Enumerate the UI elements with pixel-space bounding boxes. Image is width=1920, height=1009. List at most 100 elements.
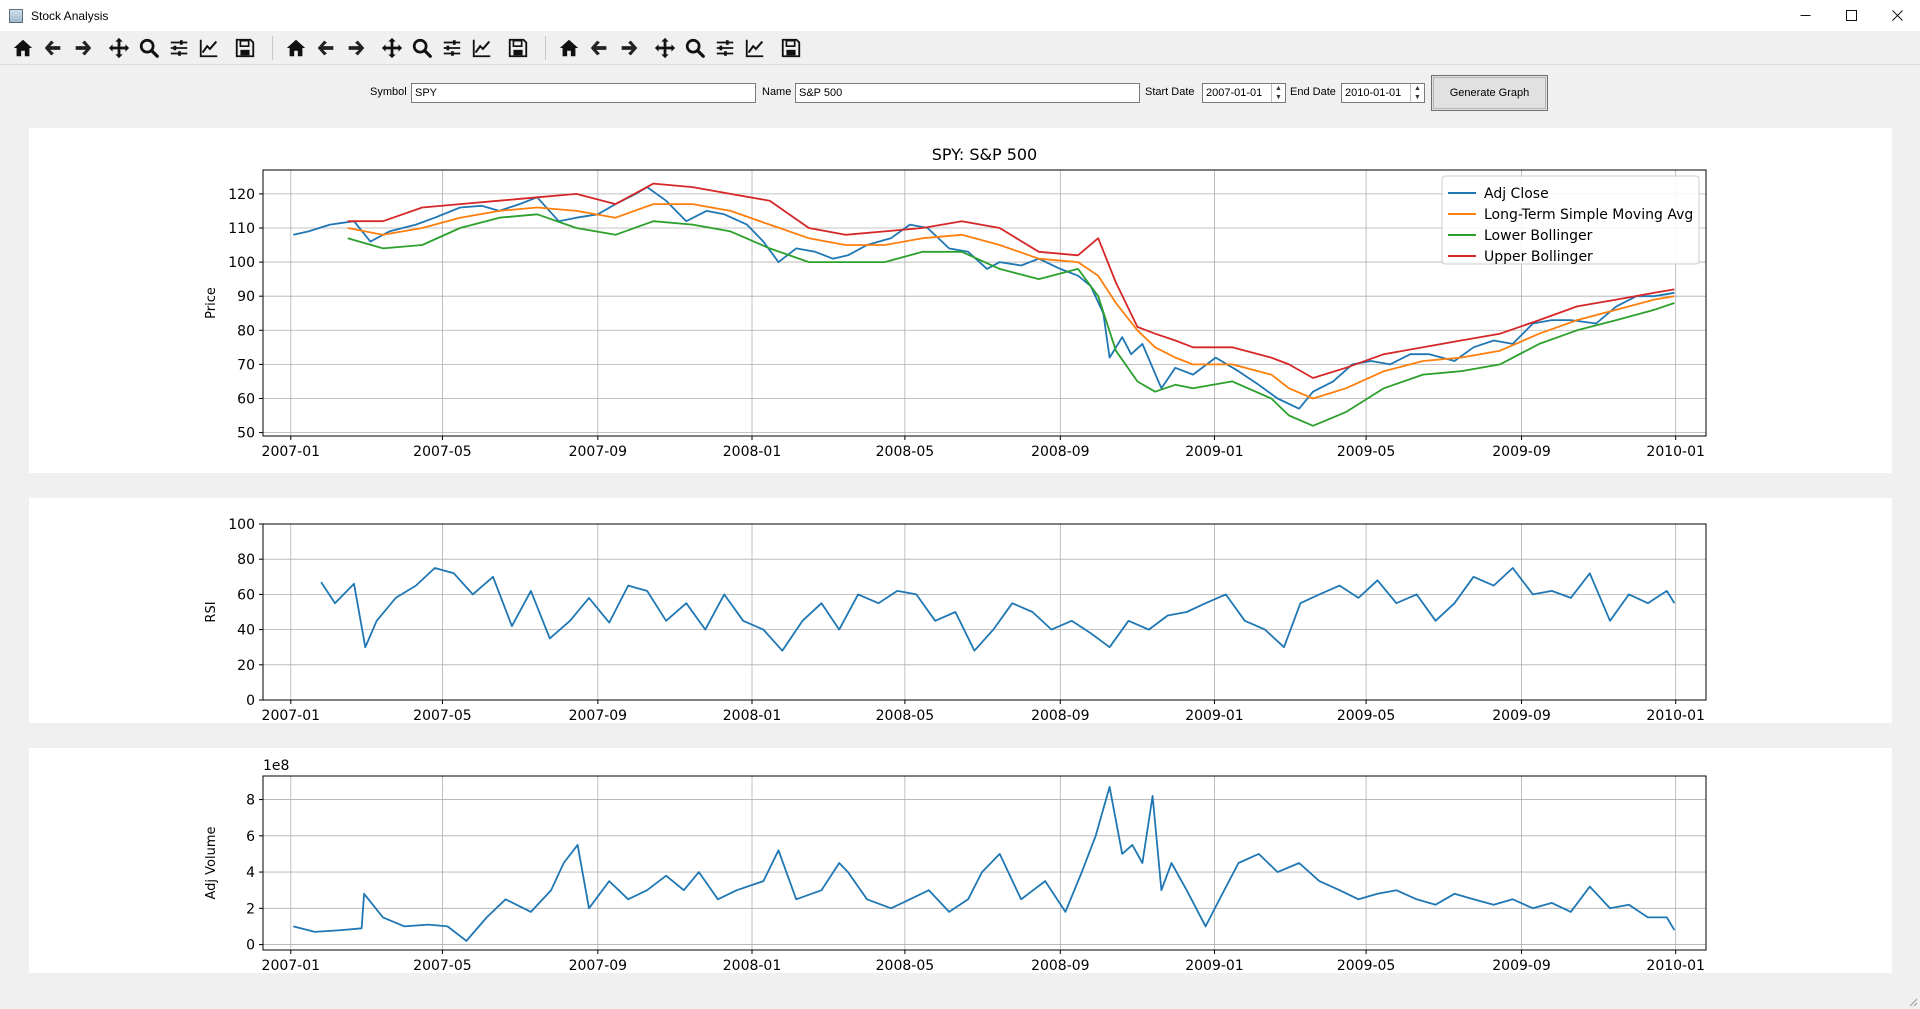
x-tick-label: 2007-05 [413,708,472,723]
zoom-icon [412,38,432,58]
save-button[interactable] [505,35,531,61]
spin-up-icon[interactable]: ▲ [1275,85,1282,92]
axis-offset-label: 1e8 [263,758,289,774]
edit-axes-button[interactable] [196,35,222,61]
pan-icon [654,37,676,58]
spin-down-icon[interactable]: ▼ [1275,94,1282,101]
back-arrow-icon [44,40,61,55]
pan-button[interactable] [379,35,405,61]
back-arrow-button[interactable] [40,35,66,61]
start-date-spinner[interactable]: ▲ ▼ [1271,84,1285,102]
forward-arrow-button[interactable] [616,35,642,61]
zoom-button[interactable] [136,35,162,61]
x-tick-label: 2008-09 [1031,444,1090,460]
y-axis-label: RSI [204,601,219,622]
forward-arrow-icon [75,40,92,55]
legend-label: Lower Bollinger [1484,228,1593,244]
title-bar: Stock Analysis [0,0,1920,31]
save-icon [235,38,255,57]
input-form: Symbol SPY Name S&P 500 Start Date 2007-… [0,75,1920,111]
y-tick-label: 100 [228,255,255,271]
home-button[interactable] [556,35,582,61]
spin-up-icon[interactable]: ▲ [1414,85,1421,92]
save-icon [508,38,528,57]
x-tick-label: 2008-01 [723,958,782,973]
end-date-label: End Date [1290,86,1336,98]
configure-subplots-button[interactable] [712,35,738,61]
maximize-button[interactable] [1828,0,1874,31]
y-tick-label: 0 [246,938,255,954]
edit-axes-icon [199,39,218,57]
volume-chart[interactable]: 2007-01 2007-05 2007-09 2008-01 2008-05 2008-… [29,748,1892,973]
spin-down-icon[interactable]: ▼ [1414,94,1421,101]
home-button[interactable] [10,35,36,61]
x-tick-label: 2008-05 [876,444,935,460]
zoom-button[interactable] [682,35,708,61]
x-tick-label: 2007-09 [569,444,628,460]
configure-subplots-button[interactable] [166,35,192,61]
end-date-spinner[interactable]: ▲ ▼ [1410,84,1424,102]
forward-arrow-icon [621,40,638,55]
x-tick-label: 2009-01 [1185,958,1244,973]
y-tick-label: 60 [237,587,255,603]
matplotlib-toolbar [0,31,1920,65]
toolbar-group [556,35,808,61]
edit-axes-icon [745,39,764,57]
edit-axes-button[interactable] [469,35,495,61]
x-tick-label: 2007-01 [262,444,321,460]
price-chart-panel: 2007-01 2007-05 2007-09 2008-01 2008-05 2008-… [29,128,1892,473]
zoom-button[interactable] [409,35,435,61]
save-button[interactable] [232,35,258,61]
x-tick-label: 2007-01 [262,708,321,723]
start-date-field[interactable]: 2007-01-01 ▲ ▼ [1202,83,1286,103]
end-date-value: 2010-01-01 [1345,87,1402,99]
app-icon [9,8,23,23]
x-tick-label: 2007-01 [262,958,321,973]
y-tick-label: 120 [228,187,255,203]
toolbar-group [283,35,535,61]
end-date-field[interactable]: 2010-01-01 ▲ ▼ [1341,83,1425,103]
back-arrow-button[interactable] [586,35,612,61]
minimize-button[interactable] [1782,0,1828,31]
y-tick-label: 80 [237,552,255,568]
x-tick-label: 2007-09 [569,958,628,973]
y-tick-label: 40 [237,623,255,639]
back-arrow-icon [590,40,607,55]
series-line-long-term-simple-moving-avg [347,203,1675,400]
x-tick-label: 2009-09 [1492,958,1551,973]
edit-axes-button[interactable] [742,35,768,61]
x-tick-label: 2009-09 [1492,708,1551,723]
name-input[interactable]: S&P 500 [795,83,1140,103]
x-tick-label: 2009-05 [1337,708,1396,723]
configure-subplots-icon [716,39,734,56]
configure-subplots-icon [170,39,188,56]
zoom-icon [685,38,705,58]
pan-button[interactable] [652,35,678,61]
home-button[interactable] [283,35,309,61]
series-line [320,567,1676,652]
save-button[interactable] [778,35,804,61]
configure-subplots-icon [443,39,461,56]
forward-arrow-button[interactable] [343,35,369,61]
forward-arrow-button[interactable] [70,35,96,61]
x-tick-label: 2009-01 [1185,708,1244,723]
configure-subplots-button[interactable] [439,35,465,61]
home-icon [13,39,33,56]
y-tick-label: 2 [246,901,255,917]
zoom-icon [139,38,159,58]
x-tick-label: 2008-01 [723,444,782,460]
legend-label: Long-Term Simple Moving Avg [1484,207,1693,223]
resize-grip-icon[interactable] [1908,997,1918,1007]
plot-frame [262,775,1707,951]
rsi-chart[interactable]: 2007-01 2007-05 2007-09 2008-01 2008-05 2008-… [29,498,1892,723]
back-arrow-button[interactable] [313,35,339,61]
pan-button[interactable] [106,35,132,61]
close-button[interactable] [1874,0,1920,31]
generate-graph-button[interactable]: Generate Graph [1431,75,1548,111]
y-tick-label: 80 [237,323,255,339]
price-chart[interactable]: 2007-01 2007-05 2007-09 2008-01 2008-05 2008-… [29,128,1892,473]
y-axis-label: Adj Volume [204,826,219,899]
symbol-input[interactable]: SPY [411,83,756,103]
series-line [293,786,1676,942]
x-tick-label: 2009-05 [1337,958,1396,973]
